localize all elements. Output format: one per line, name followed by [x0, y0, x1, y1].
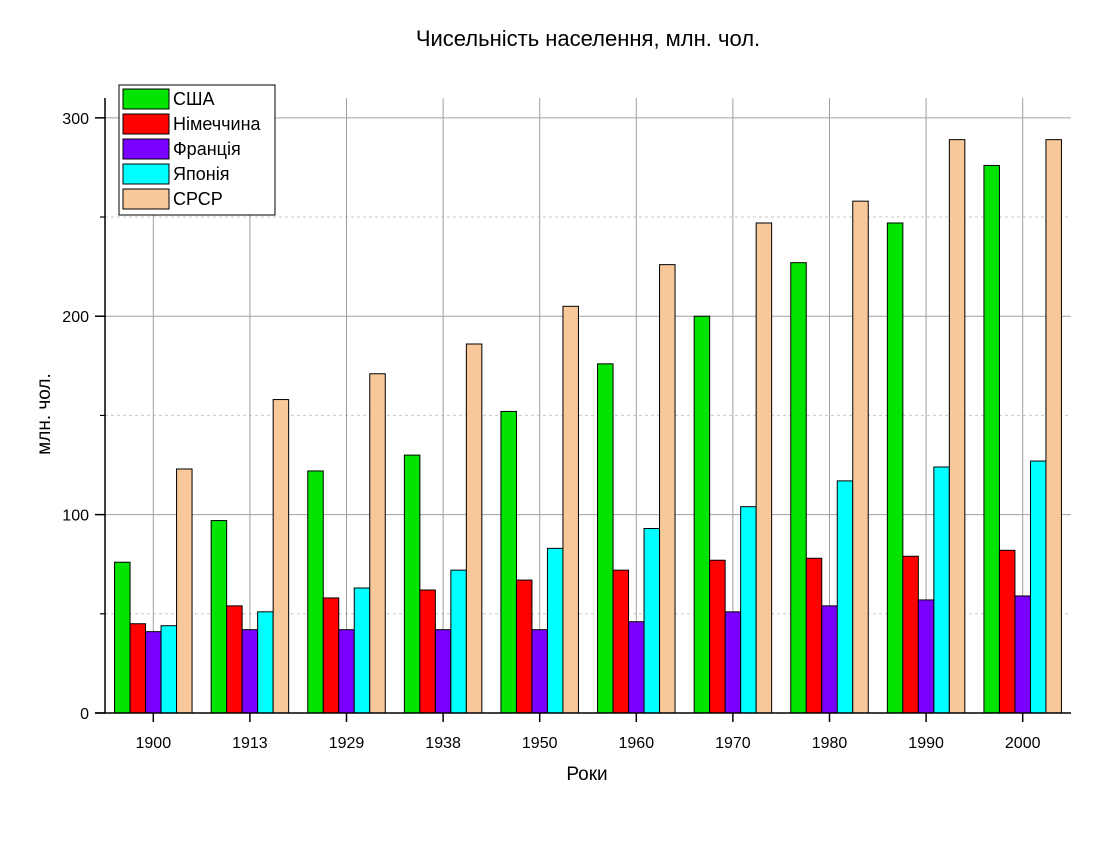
- bar-СРСР-1950: [562, 305, 579, 714]
- chart-title: Чисельність населення, млн. чол.: [416, 26, 760, 51]
- bar-Німеччина-1980: [805, 557, 823, 714]
- x-tick-label: 1970: [715, 735, 751, 752]
- bar-Франція-1900: [145, 631, 162, 714]
- x-tick-label: 2000: [1005, 735, 1041, 752]
- bar-Німеччина-1938: [419, 589, 436, 714]
- bar-Японія-2000: [1029, 460, 1047, 714]
- bar-Японія-1960: [643, 528, 661, 714]
- axes-layer: [95, 98, 1071, 714]
- bar-США-1950: [500, 410, 517, 714]
- bar-СРСР-1900: [176, 468, 193, 714]
- legend-swatch-Німеччина: [122, 113, 170, 135]
- bar-СРСР-1990: [948, 139, 966, 714]
- bar-Німеччина-1960: [612, 569, 630, 714]
- legend: США Німеччина Франція Японія СРСР: [118, 84, 276, 216]
- bars-layer: [114, 139, 1062, 714]
- legend-label-СРСР: СРСР: [173, 189, 223, 209]
- bar-Японія-1929: [353, 587, 371, 714]
- x-tick-label: 1929: [329, 735, 365, 752]
- ticks-layer: 0 100 200 300 1900 1913 1929 1938 1950 1960 1970 19…: [62, 111, 1040, 752]
- y-tick-label: 300: [62, 111, 89, 128]
- bar-Японія-1970: [740, 506, 757, 714]
- bar-СРСР-1960: [659, 264, 676, 714]
- bar-Франція-2000: [1014, 595, 1031, 714]
- x-axis-label: Роки: [566, 764, 607, 785]
- x-tick-label: 1913: [232, 735, 268, 752]
- legend-label-США: США: [173, 89, 215, 109]
- x-tick-label: 1900: [136, 735, 172, 752]
- legend-label-Японія: Японія: [173, 164, 229, 184]
- legend-swatch-Франція: [122, 138, 170, 160]
- bar-Франція-1929: [338, 629, 355, 714]
- legend-swatch-СРСР: [122, 188, 170, 210]
- bar-Німеччина-2000: [998, 549, 1016, 714]
- legend-label-Франція: Франція: [173, 139, 241, 159]
- bar-Німеччина-1900: [129, 623, 147, 714]
- y-axis-label: млн. чол.: [34, 373, 55, 455]
- bar-Франція-1960: [628, 621, 645, 714]
- bar-Японія-1950: [546, 547, 564, 714]
- y-tick-label: 100: [62, 508, 89, 525]
- bar-Франція-1970: [724, 611, 742, 714]
- bar-Франція-1913: [241, 629, 259, 714]
- bar-Японія-1900: [160, 625, 178, 714]
- bar-США-1913: [210, 520, 228, 714]
- bar-США-1938: [403, 454, 421, 714]
- bar-Японія-1980: [836, 480, 854, 714]
- legend-label-Німеччина: Німеччина: [173, 114, 262, 134]
- bar-СРСР-1938: [465, 343, 483, 714]
- y-tick-label: 0: [80, 706, 89, 723]
- bar-Франція-1980: [821, 605, 838, 714]
- bar-США-1970: [693, 315, 711, 714]
- legend-swatch-Японія: [122, 163, 170, 185]
- x-tick-label: 1980: [812, 735, 848, 752]
- x-tick-label: 1950: [522, 735, 558, 752]
- bar-Німеччина-1990: [902, 555, 919, 714]
- bar-СРСР-1929: [369, 373, 386, 714]
- bar-США-1980: [790, 262, 807, 714]
- x-tick-label: 1990: [908, 735, 944, 752]
- bar-Німеччина-1970: [709, 559, 726, 714]
- bar-СРСР-2000: [1045, 139, 1062, 714]
- bar-Японія-1913: [257, 611, 274, 714]
- bar-СРСР-1980: [852, 200, 869, 714]
- bar-Японія-1938: [450, 569, 467, 714]
- bar-Німеччина-1929: [322, 597, 340, 714]
- y-tick-label: 200: [62, 309, 89, 326]
- bar-США-2000: [983, 164, 1000, 714]
- x-tick-label: 1960: [619, 735, 655, 752]
- bar-США-1900: [114, 561, 131, 714]
- bar-Франція-1938: [434, 629, 452, 714]
- bar-Франція-1990: [917, 599, 935, 714]
- bar-Японія-1990: [933, 466, 950, 714]
- bar-Німеччина-1950: [515, 579, 533, 714]
- bar-США-1990: [886, 222, 904, 714]
- bar-Німеччина-1913: [226, 605, 243, 714]
- x-tick-label: 1938: [425, 735, 461, 752]
- legend-swatch-США: [122, 88, 170, 110]
- bar-СРСР-1913: [272, 399, 290, 714]
- bar-Франція-1950: [531, 629, 548, 714]
- bar-США-1960: [597, 363, 614, 714]
- bar-СРСР-1970: [755, 222, 773, 714]
- bar-США-1929: [307, 470, 324, 714]
